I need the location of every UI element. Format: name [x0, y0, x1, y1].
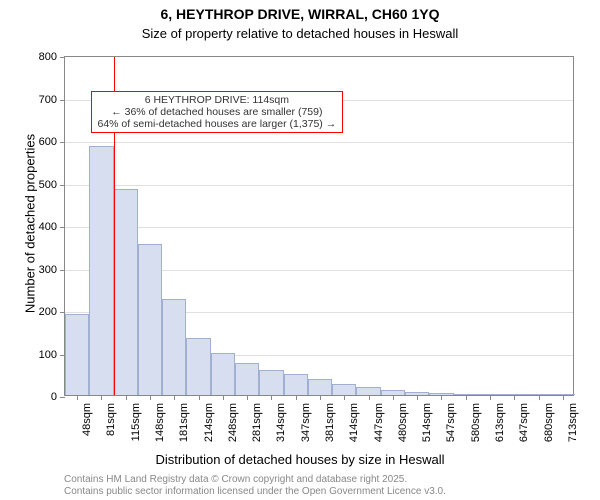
chart-container: 6, HEYTHROP DRIVE, WIRRAL, CH60 1YQ Size…	[0, 0, 600, 500]
y-tick-label: 300	[39, 264, 65, 276]
y-axis-label: Number of detached properties	[23, 124, 38, 324]
footnote-2: Contains public sector information licen…	[64, 486, 446, 497]
x-tick-label: 248sqm	[227, 403, 239, 442]
x-tick-label: 547sqm	[445, 403, 457, 442]
grid-line	[65, 185, 573, 186]
plot-area: 6 HEYTHROP DRIVE: 114sqm← 36% of detache…	[64, 56, 574, 396]
x-tick-mark	[101, 395, 102, 400]
y-tick-label: 0	[51, 391, 65, 403]
x-tick-label: 115sqm	[130, 403, 142, 441]
x-tick-mark	[563, 395, 564, 400]
x-tick-mark	[369, 395, 370, 400]
y-tick-label: 800	[39, 51, 65, 63]
histogram-bar	[284, 374, 308, 395]
histogram-bar	[235, 363, 259, 395]
y-tick-label: 700	[39, 94, 65, 106]
histogram-bar	[138, 244, 162, 395]
annotation-line: 64% of semi-detached houses are larger (…	[98, 118, 337, 130]
histogram-bar	[186, 338, 210, 395]
annotation-line: 6 HEYTHROP DRIVE: 114sqm	[98, 94, 337, 106]
y-tick-label: 600	[39, 136, 65, 148]
chart-title: 6, HEYTHROP DRIVE, WIRRAL, CH60 1YQ	[0, 6, 600, 22]
x-tick-mark	[271, 395, 272, 400]
x-tick-mark	[199, 395, 200, 400]
histogram-bar	[259, 370, 283, 396]
histogram-bar	[211, 353, 235, 396]
x-tick-label: 381sqm	[324, 403, 336, 442]
x-axis-label: Distribution of detached houses by size …	[0, 452, 600, 467]
x-tick-mark	[539, 395, 540, 400]
x-tick-mark	[320, 395, 321, 400]
x-tick-label: 713sqm	[567, 403, 579, 442]
x-tick-mark	[223, 395, 224, 400]
grid-line	[65, 227, 573, 228]
histogram-bar	[65, 314, 89, 395]
x-tick-label: 447sqm	[373, 403, 385, 442]
y-tick-label: 500	[39, 179, 65, 191]
histogram-bar	[332, 384, 356, 395]
x-tick-label: 580sqm	[470, 403, 482, 442]
x-tick-mark	[77, 395, 78, 400]
x-tick-mark	[150, 395, 151, 400]
histogram-bar	[89, 146, 113, 395]
x-tick-mark	[417, 395, 418, 400]
x-tick-label: 514sqm	[421, 403, 433, 442]
x-tick-label: 214sqm	[203, 403, 215, 442]
x-tick-label: 148sqm	[154, 403, 166, 442]
footnote-1: Contains HM Land Registry data © Crown c…	[64, 474, 407, 485]
grid-line	[65, 142, 573, 143]
y-tick-label: 100	[39, 349, 65, 361]
x-tick-mark	[490, 395, 491, 400]
histogram-bar	[356, 387, 380, 395]
x-tick-label: 647sqm	[518, 403, 530, 442]
histogram-bar	[114, 189, 138, 395]
annotation-box: 6 HEYTHROP DRIVE: 114sqm← 36% of detache…	[91, 91, 344, 133]
x-tick-mark	[296, 395, 297, 400]
x-tick-mark	[441, 395, 442, 400]
chart-subtitle: Size of property relative to detached ho…	[0, 26, 600, 41]
x-tick-label: 181sqm	[178, 403, 190, 442]
x-tick-mark	[393, 395, 394, 400]
x-tick-label: 81sqm	[105, 403, 117, 436]
y-tick-label: 400	[39, 221, 65, 233]
x-tick-label: 314sqm	[275, 403, 287, 442]
histogram-bar	[162, 299, 186, 395]
x-tick-label: 414sqm	[348, 403, 360, 442]
x-tick-label: 613sqm	[494, 403, 506, 442]
x-tick-label: 680sqm	[543, 403, 555, 442]
x-tick-mark	[466, 395, 467, 400]
y-tick-label: 200	[39, 306, 65, 318]
x-tick-mark	[174, 395, 175, 400]
x-tick-label: 281sqm	[251, 403, 263, 442]
x-tick-mark	[514, 395, 515, 400]
annotation-line: ← 36% of detached houses are smaller (75…	[98, 106, 337, 118]
x-tick-label: 48sqm	[81, 403, 93, 436]
x-tick-label: 480sqm	[397, 403, 409, 442]
histogram-bar	[308, 379, 332, 395]
x-tick-mark	[344, 395, 345, 400]
x-tick-mark	[247, 395, 248, 400]
x-tick-mark	[126, 395, 127, 400]
x-tick-label: 347sqm	[300, 403, 312, 442]
